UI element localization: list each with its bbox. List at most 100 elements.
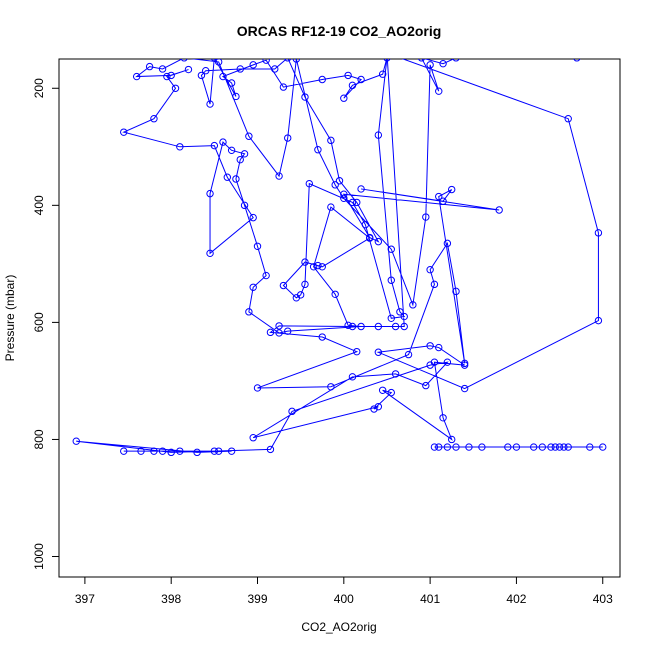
data-point (564, 443, 572, 451)
data-point (374, 322, 383, 331)
data-point (452, 59, 460, 62)
data-point (236, 155, 244, 164)
data-point (353, 198, 361, 207)
data-point (465, 443, 473, 451)
x-tick-label: 402 (506, 592, 526, 606)
data-point (426, 61, 434, 69)
data-point (366, 234, 374, 242)
data-point (132, 72, 141, 81)
data-point (387, 314, 395, 322)
data-point (443, 358, 452, 366)
data-point (348, 322, 357, 331)
data-point (460, 384, 469, 393)
data-point (227, 447, 236, 455)
data-point (240, 150, 249, 158)
data-point (206, 189, 214, 198)
data-point (227, 146, 236, 155)
data-point (357, 322, 365, 331)
data-point (210, 59, 218, 62)
data-point (314, 261, 322, 270)
x-tick-label: 399 (247, 592, 267, 606)
data-point (439, 414, 447, 422)
x-tick-label: 397 (75, 592, 95, 606)
data-point (564, 115, 572, 123)
data-point (266, 328, 275, 337)
data-point (163, 72, 171, 81)
data-point (430, 358, 439, 366)
data-point (478, 443, 486, 451)
data-point (443, 443, 452, 451)
data-point (232, 175, 240, 183)
data-point (176, 143, 184, 151)
data-point (318, 333, 326, 341)
x-tick-label: 398 (161, 592, 181, 606)
data-point (348, 198, 357, 207)
data-point (396, 308, 404, 316)
data-point (219, 72, 227, 81)
data-point (279, 83, 288, 91)
data-point (512, 443, 521, 451)
data-point (167, 448, 175, 457)
chart-title: ORCAS RF12-19 CO2_AO2orig (237, 23, 442, 39)
data-point (422, 213, 430, 221)
y-tick-label: 800 (32, 429, 46, 449)
data-point (344, 321, 352, 330)
data-point (529, 443, 538, 451)
data-point (232, 92, 240, 101)
data-point (253, 384, 262, 392)
data-point (292, 59, 301, 63)
data-point (227, 79, 236, 87)
data-point (417, 59, 425, 62)
data-point (340, 190, 348, 198)
data-point (387, 388, 395, 397)
data-point (288, 407, 296, 416)
data-point (599, 443, 607, 451)
data-point (348, 373, 357, 381)
data-point (348, 81, 357, 90)
data-point (210, 141, 219, 150)
data-point (422, 381, 430, 390)
data-point (236, 65, 244, 73)
data-point (249, 61, 257, 69)
data-point (202, 67, 210, 75)
data-point (301, 258, 309, 266)
data-point (357, 185, 365, 193)
data-point (284, 134, 292, 142)
data-point (586, 443, 594, 451)
data-point (400, 312, 408, 321)
data-point (219, 138, 227, 146)
data-point (378, 386, 387, 394)
y-tick-label: 400 (32, 195, 46, 215)
data-point (430, 280, 439, 289)
data-point (184, 65, 193, 74)
data-point (158, 65, 167, 73)
data-point (327, 136, 335, 145)
series-line (76, 59, 599, 453)
data-point (391, 322, 400, 331)
data-point (279, 281, 288, 290)
data-point (387, 276, 395, 284)
data-point (223, 173, 232, 181)
data-point (120, 128, 128, 136)
x-axis-label: CO2_AO2orig (301, 620, 376, 634)
data-point (137, 447, 145, 455)
data-point (538, 443, 547, 451)
y-tick-label: 1000 (32, 543, 46, 570)
data-point (150, 447, 158, 455)
data-point (435, 192, 443, 201)
data-point (275, 329, 283, 337)
y-tick-label: 600 (32, 312, 46, 332)
data-point (340, 94, 348, 102)
series-layer (72, 59, 607, 457)
data-point (547, 443, 555, 451)
data-point (409, 301, 417, 309)
data-point (120, 447, 128, 455)
data-point (594, 316, 603, 325)
x-tick-label: 400 (334, 592, 354, 606)
data-point (314, 146, 322, 154)
data-point (435, 443, 443, 451)
data-point (374, 348, 383, 356)
data-point (305, 179, 313, 188)
data-point (344, 71, 352, 80)
